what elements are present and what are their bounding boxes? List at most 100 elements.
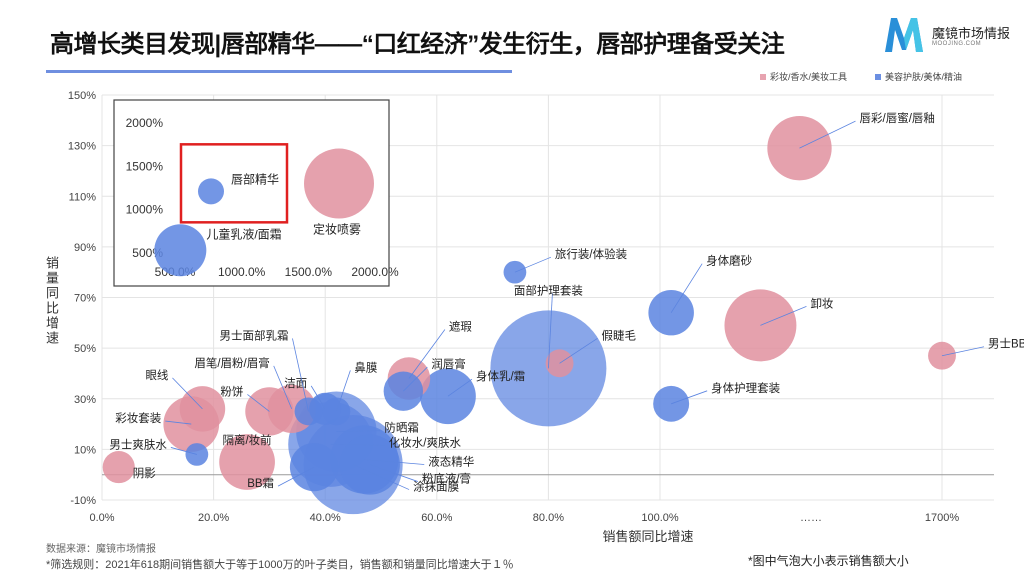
inset-point-label: 唇部精华 (231, 171, 279, 186)
leader-line (335, 370, 351, 412)
inset-bubble-point (198, 178, 224, 205)
leader-line (292, 338, 309, 412)
leader-line (403, 366, 428, 392)
point-label: 粉饼 (220, 384, 243, 398)
x-axis-title: 销售额同比增速 (602, 529, 693, 544)
bubble-size-note: *图中气泡大小表示销售额大小 (748, 554, 909, 568)
point-label: 假睫毛 (602, 328, 637, 342)
y-tick-label: 90% (74, 242, 96, 254)
bubble-point (102, 451, 135, 484)
point-label: 眼线 (145, 368, 168, 382)
x-tick-label: 80.0% (533, 512, 564, 524)
point-label: 身体乳/霜 (476, 369, 525, 383)
leader-line (799, 120, 856, 149)
leader-line (514, 256, 552, 273)
leader-line (247, 394, 270, 412)
y-axis-title: 销量同比增速 (46, 256, 59, 346)
inset-x-tick-label: 1000.0% (218, 265, 266, 279)
y-tick-label: 10% (74, 444, 96, 456)
point-label: 卸妆 (810, 296, 833, 310)
point-label: 面部护理套装 (514, 283, 583, 297)
x-tick-label: 40.0% (310, 512, 341, 524)
inset-y-tick-label: 2000% (126, 116, 164, 130)
leader-line (671, 390, 708, 405)
x-tick-label: 60.0% (421, 512, 452, 524)
point-label: 男士BB霜 (988, 338, 1024, 351)
page-title: 高增长类目发现|唇部精华——“口红经济”发生衍生，唇部护理备受关注 (50, 31, 785, 58)
legend-swatch-pink (760, 73, 766, 80)
legend-swatch-blue (875, 73, 881, 80)
filter-rule: *筛选规则：2021年618期间销售额大于等于1000万的叶子类目，销售额和销量… (46, 559, 514, 571)
x-tick-label: …… (800, 512, 822, 524)
inset-point-label: 定妆喷雾 (313, 222, 361, 237)
leader-line (548, 293, 553, 369)
legend-item-skincare: 美容护肤/美体/精油 (875, 70, 962, 83)
point-label: 唇彩/唇蜜/唇釉 (860, 111, 935, 125)
point-label: 润唇膏 (431, 357, 466, 371)
x-tick-label: 0.0% (89, 512, 114, 524)
point-label: 粉底液/膏 (422, 472, 471, 486)
point-label: 阴影 (133, 467, 156, 480)
point-label: 身体护理套装 (711, 381, 780, 395)
point-label: 涂抹面膜 (413, 480, 459, 494)
brand-name: 魔镜市场情报 (932, 26, 1011, 41)
bubble-point (219, 434, 275, 490)
inset-y-tick-label: 1000% (126, 203, 164, 217)
point-label: 遮瑕 (449, 320, 472, 334)
leader-line (336, 430, 381, 433)
point-label: 液态精华 (428, 455, 474, 469)
inset-y-tick-label: 1500% (126, 159, 164, 173)
leader-line (364, 459, 425, 465)
inset-bubble-point (304, 148, 374, 219)
inset-point-label: 儿童乳液/面霜 (206, 226, 281, 241)
x-tick-label: 20.0% (198, 512, 229, 524)
point-label: 洁面 (284, 377, 307, 390)
data-source: 数据来源：魔镜市场情报 (46, 544, 156, 555)
leader-line (352, 464, 410, 490)
brand-site: MOOJING.COM (932, 41, 982, 47)
point-label: 防晒霜 (384, 421, 419, 435)
leader-line (277, 466, 315, 487)
leader-line (330, 443, 385, 446)
legend-item-makeup: 彩妆/香水/美妆工具 (760, 70, 847, 83)
point-label: 彩妆套装 (115, 412, 161, 425)
y-tick-label: 130% (68, 141, 96, 153)
leader-line (760, 305, 807, 326)
brand-logo: 魔镜市场情报 MOOJING.COM (882, 14, 1017, 54)
point-label: 男士面部乳霜 (219, 328, 288, 342)
leader-line (941, 346, 985, 357)
leader-line (408, 329, 446, 379)
inset-x-tick-label: 1500.0% (285, 265, 333, 279)
leader-line (447, 378, 473, 397)
point-label: 鼻膜 (354, 360, 377, 374)
x-tick-label: 100.0% (641, 512, 679, 524)
title-underline (46, 70, 512, 73)
leader-line (310, 385, 326, 410)
point-label: 眉笔/眉粉/眉膏 (194, 356, 269, 370)
y-tick-label: 150% (68, 90, 96, 102)
inset-x-tick-label: 2000.0% (351, 265, 399, 279)
leader-line (559, 337, 598, 364)
x-tick-label: 1700% (925, 512, 959, 524)
leader-line (369, 464, 418, 482)
leader-line (172, 377, 203, 410)
point-label: 旅行装/体验装 (555, 247, 628, 261)
legend-label: 美容护肤/美体/精油 (885, 72, 963, 82)
y-tick-label: 50% (74, 343, 96, 355)
point-label: BB霜 (247, 477, 274, 490)
y-tick-label: 70% (74, 293, 96, 305)
y-tick-label: 110% (69, 191, 97, 203)
point-label: 化妆水/爽肤水 (389, 435, 462, 449)
y-tick-label: 30% (74, 394, 96, 406)
leader-line (165, 420, 192, 425)
y-tick-label: -10% (70, 495, 96, 507)
bubble-point (724, 289, 797, 362)
chart-legend: 彩妆/香水/美妆工具 美容护肤/美体/精油 (760, 70, 980, 82)
point-label: 隔离/妆前 (222, 433, 271, 447)
legend-label: 彩妆/香水/美妆工具 (770, 72, 848, 82)
leader-line (273, 365, 293, 410)
leader-line (670, 263, 703, 313)
highlight-box (179, 143, 289, 224)
inset-bubble-point (154, 224, 207, 277)
